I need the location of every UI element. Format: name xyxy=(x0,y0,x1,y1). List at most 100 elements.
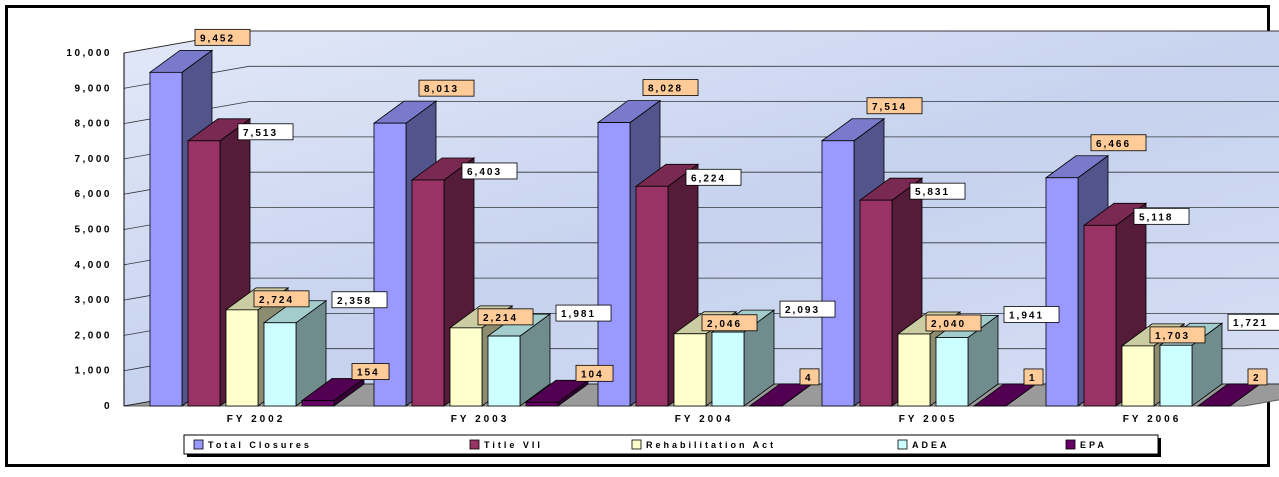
data-label-box xyxy=(237,123,294,141)
x-tick-label: FY 2002 xyxy=(227,414,286,425)
data-label-box xyxy=(1023,368,1044,386)
legend-swatch xyxy=(897,439,908,450)
legend-swatch xyxy=(1065,439,1076,450)
data-label: 4 xyxy=(805,373,813,384)
data-label-box xyxy=(1149,326,1206,344)
bar xyxy=(1159,344,1193,407)
x-tick-label: FY 2004 xyxy=(675,414,734,425)
data-label: 2,724 xyxy=(259,295,294,306)
x-tick-label: FY 2003 xyxy=(451,414,510,425)
legend-label: ADEA xyxy=(912,440,950,450)
data-label: 8,028 xyxy=(648,84,683,95)
bar xyxy=(149,71,183,407)
data-label: 154 xyxy=(357,368,380,379)
legend-swatch xyxy=(469,439,480,450)
data-label-box xyxy=(1090,134,1147,152)
data-label-box xyxy=(555,304,612,322)
data-label-box xyxy=(253,290,310,308)
y-tick-label: 6,000 xyxy=(74,189,112,200)
y-tick-label: 2,000 xyxy=(74,330,112,341)
data-label-box xyxy=(909,182,966,200)
data-label: 1 xyxy=(1029,373,1037,384)
y-tick-label: 5,000 xyxy=(74,225,112,236)
data-label: 1,941 xyxy=(1009,310,1044,321)
y-tick-label: 1,000 xyxy=(74,366,112,377)
bar xyxy=(711,331,745,407)
data-label: 5,831 xyxy=(915,187,950,198)
data-label-box xyxy=(925,314,982,332)
data-label-box xyxy=(701,314,758,332)
data-label-box xyxy=(461,162,518,180)
data-label: 9,452 xyxy=(200,33,235,44)
y-tick-label: 0 xyxy=(104,401,112,412)
legend-label: Total Closures xyxy=(208,440,312,450)
y-tick-label: 9,000 xyxy=(74,83,112,94)
bar xyxy=(859,199,893,407)
legend-label: EPA xyxy=(1080,440,1107,450)
data-label: 2,093 xyxy=(785,305,820,316)
bar xyxy=(225,309,259,407)
bar xyxy=(373,122,407,407)
data-label: 1,981 xyxy=(561,309,596,320)
legend-label: Rehabilitation Act xyxy=(646,440,776,450)
data-label-box xyxy=(779,300,836,318)
y-tick-label: 8,000 xyxy=(74,119,112,130)
data-label: 2,214 xyxy=(483,313,518,324)
bar xyxy=(525,401,559,407)
bar xyxy=(597,122,631,407)
bar xyxy=(449,327,483,407)
bar xyxy=(635,185,669,407)
legend-swatch xyxy=(193,439,204,450)
bar xyxy=(187,140,221,407)
data-label-box xyxy=(1003,306,1060,323)
data-label-box xyxy=(477,308,534,326)
data-label-box xyxy=(642,79,699,97)
legend-label: Title VII xyxy=(484,440,543,450)
bar xyxy=(673,333,707,407)
data-label: 2,358 xyxy=(337,296,372,307)
y-tick-label: 10,000 xyxy=(66,48,112,59)
data-label: 6,466 xyxy=(1096,139,1131,150)
data-label-box xyxy=(418,79,475,97)
y-tick-label: 7,000 xyxy=(74,154,112,165)
data-label: 2,040 xyxy=(931,319,966,330)
bar xyxy=(1083,224,1117,407)
bar xyxy=(935,337,969,407)
data-label: 7,513 xyxy=(243,128,278,139)
bar xyxy=(263,322,297,407)
data-label: 5,118 xyxy=(1139,212,1173,223)
data-label: 1,703 xyxy=(1155,331,1190,342)
x-tick-label: FY 2006 xyxy=(1123,414,1182,425)
data-label-box xyxy=(685,168,742,186)
data-label-box xyxy=(575,364,614,382)
data-label: 8,013 xyxy=(424,84,459,95)
data-label: 6,403 xyxy=(467,167,502,178)
data-label-box xyxy=(1247,368,1268,386)
data-label-box xyxy=(351,363,390,380)
data-label: 1,721 xyxy=(1233,318,1268,329)
data-label: 6,224 xyxy=(691,173,726,184)
bar xyxy=(411,179,445,407)
legend xyxy=(183,434,1159,455)
bar xyxy=(301,400,335,407)
bar xyxy=(487,335,521,407)
data-label: 2,046 xyxy=(707,319,742,330)
bar xyxy=(897,333,931,407)
data-label-box xyxy=(1227,313,1279,331)
data-label-box xyxy=(331,291,388,309)
x-tick-label: FY 2005 xyxy=(899,414,958,425)
bar xyxy=(1121,345,1155,407)
data-label-box xyxy=(866,97,923,115)
data-label-box xyxy=(194,28,251,46)
bar xyxy=(1045,177,1079,407)
data-label: 2 xyxy=(1253,373,1261,384)
y-tick-label: 3,000 xyxy=(74,295,112,306)
legend-swatch xyxy=(631,439,642,450)
bar xyxy=(821,140,855,407)
data-label-box xyxy=(799,368,820,386)
data-label: 7,514 xyxy=(872,102,907,113)
data-label: 104 xyxy=(581,369,604,380)
data-label-box xyxy=(1133,207,1190,225)
y-tick-label: 4,000 xyxy=(74,260,112,271)
